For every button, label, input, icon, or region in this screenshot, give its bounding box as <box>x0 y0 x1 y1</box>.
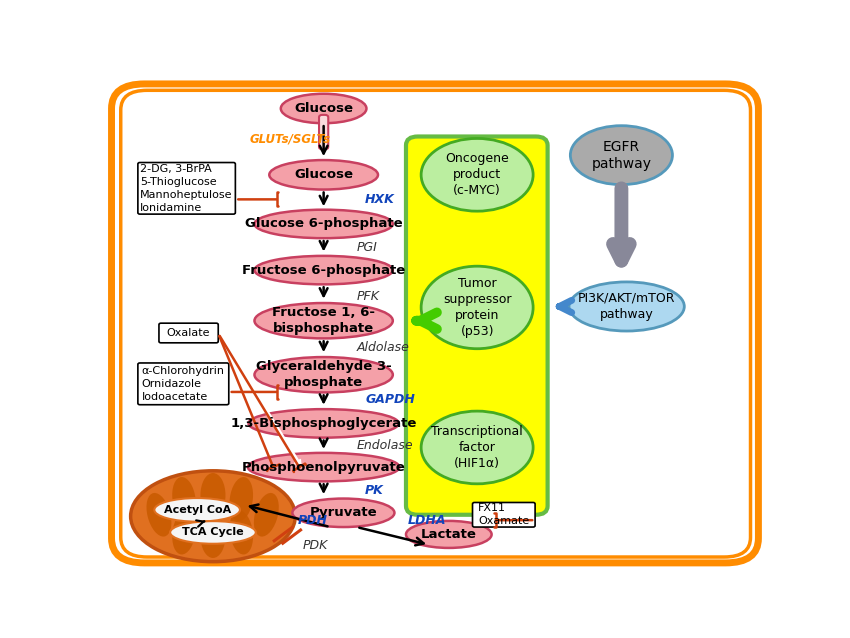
Ellipse shape <box>292 498 394 527</box>
Ellipse shape <box>155 498 240 522</box>
Ellipse shape <box>254 493 279 537</box>
Text: Transcriptional
factor
(HIF1α): Transcriptional factor (HIF1α) <box>431 425 523 470</box>
Text: Lactate: Lactate <box>421 528 477 541</box>
Text: Oxalate: Oxalate <box>167 328 210 338</box>
Ellipse shape <box>201 473 225 517</box>
Text: Pyruvate: Pyruvate <box>309 507 377 519</box>
Ellipse shape <box>248 409 399 438</box>
Ellipse shape <box>248 453 400 481</box>
Text: FX11
Oxamate: FX11 Oxamate <box>479 503 530 526</box>
Text: PGI: PGI <box>357 241 377 254</box>
Ellipse shape <box>201 514 225 558</box>
Text: GAPDH: GAPDH <box>366 393 415 406</box>
Text: EGFR
pathway: EGFR pathway <box>592 140 651 171</box>
FancyBboxPatch shape <box>473 503 536 527</box>
Ellipse shape <box>254 357 393 392</box>
FancyBboxPatch shape <box>138 163 235 214</box>
Ellipse shape <box>269 160 378 189</box>
Text: PFK: PFK <box>357 290 380 303</box>
Ellipse shape <box>421 266 533 349</box>
Ellipse shape <box>170 521 256 544</box>
Text: HXK: HXK <box>366 193 395 206</box>
Text: Glucose: Glucose <box>294 168 353 181</box>
Text: Oncogene
product
(c-MYC): Oncogene product (c-MYC) <box>445 152 509 197</box>
Ellipse shape <box>570 126 672 184</box>
Ellipse shape <box>421 411 533 484</box>
FancyBboxPatch shape <box>138 363 229 404</box>
Ellipse shape <box>173 510 196 554</box>
Ellipse shape <box>254 303 393 338</box>
Text: α-Chlorohydrin
Ornidazole
Iodoacetate: α-Chlorohydrin Ornidazole Iodoacetate <box>142 366 224 402</box>
Text: 2-DG, 3-BrPA
5-Thioglucose
Mannoheptulose
Ionidamine: 2-DG, 3-BrPA 5-Thioglucose Mannoheptulos… <box>140 163 233 213</box>
Text: Acetyl CoA: Acetyl CoA <box>163 505 231 515</box>
Text: TCA Cycle: TCA Cycle <box>182 528 244 537</box>
Text: Glucose: Glucose <box>294 102 353 115</box>
Text: Phosphoenolpyruvate: Phosphoenolpyruvate <box>241 461 405 473</box>
Text: Tumor
suppressor
protein
(p53): Tumor suppressor protein (p53) <box>443 277 512 338</box>
FancyBboxPatch shape <box>406 137 547 515</box>
Text: PDH: PDH <box>298 514 327 526</box>
Text: Fructose 1, 6-
bisphosphate: Fructose 1, 6- bisphosphate <box>272 306 375 335</box>
Text: PDK: PDK <box>303 539 328 553</box>
Text: Fructose 6-phosphate: Fructose 6-phosphate <box>242 263 405 277</box>
Text: Endolase: Endolase <box>357 440 413 452</box>
Text: LDHA: LDHA <box>408 514 446 526</box>
Text: PK: PK <box>366 484 384 497</box>
Ellipse shape <box>230 477 253 521</box>
Text: Glucose 6-phosphate: Glucose 6-phosphate <box>245 218 402 230</box>
Text: 1,3-Bisphosphoglycerate: 1,3-Bisphosphoglycerate <box>230 417 416 430</box>
Ellipse shape <box>173 477 196 521</box>
Text: GLUTs/SGLTs: GLUTs/SGLTs <box>250 133 331 146</box>
Ellipse shape <box>146 493 172 537</box>
Text: PI3K/AKT/mTOR
pathway: PI3K/AKT/mTOR pathway <box>578 292 676 321</box>
Ellipse shape <box>230 510 253 554</box>
Ellipse shape <box>131 471 295 561</box>
Text: Aldolase: Aldolase <box>357 341 410 353</box>
FancyBboxPatch shape <box>319 115 328 149</box>
Text: Glyceraldehyde 3-
phosphate: Glyceraldehyde 3- phosphate <box>256 360 392 389</box>
Ellipse shape <box>421 138 533 211</box>
Ellipse shape <box>406 521 491 548</box>
Ellipse shape <box>254 210 393 238</box>
Ellipse shape <box>569 282 684 331</box>
Ellipse shape <box>254 256 393 285</box>
Ellipse shape <box>280 94 366 123</box>
FancyBboxPatch shape <box>159 323 218 343</box>
